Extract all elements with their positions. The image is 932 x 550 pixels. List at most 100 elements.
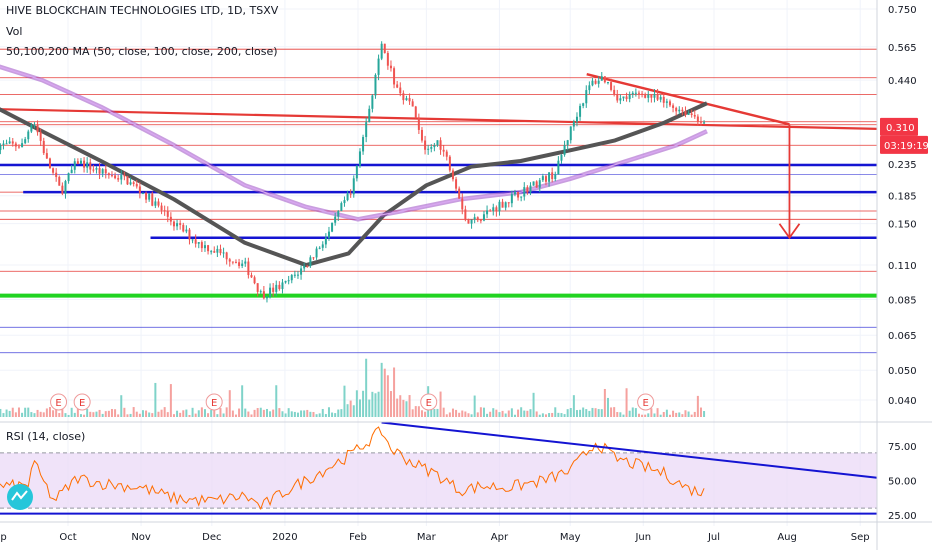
candle-body bbox=[2, 143, 5, 145]
volume-bar bbox=[445, 414, 448, 417]
time-tick-label: May bbox=[560, 532, 581, 543]
volume-bar bbox=[641, 414, 644, 417]
volume-bar bbox=[30, 412, 33, 417]
volume-bar bbox=[197, 410, 200, 417]
candle-body bbox=[352, 178, 355, 195]
volume-bar bbox=[331, 412, 334, 417]
candle-body bbox=[572, 121, 575, 127]
candle-body bbox=[659, 96, 662, 100]
volume-bar bbox=[343, 385, 346, 417]
candle-body bbox=[327, 231, 330, 238]
candle-body bbox=[259, 291, 262, 293]
volume-bar bbox=[219, 408, 222, 417]
key-resistance-line bbox=[0, 108, 878, 130]
candle-body bbox=[346, 193, 349, 201]
candle-body bbox=[355, 165, 358, 179]
candle-body bbox=[296, 274, 299, 276]
volume-bar bbox=[451, 408, 454, 417]
candle-body bbox=[396, 84, 399, 88]
price-tick-label: 0.750 bbox=[888, 5, 917, 16]
candle-body bbox=[5, 143, 8, 145]
drawing-layer[interactable] bbox=[0, 48, 878, 354]
volume-bar bbox=[355, 390, 358, 417]
candle-body bbox=[191, 239, 194, 241]
candle-body bbox=[92, 169, 95, 171]
volume-bar bbox=[699, 407, 702, 417]
time-tick-label: Jun bbox=[634, 532, 651, 543]
candle-body bbox=[380, 43, 383, 59]
candle-body bbox=[417, 117, 420, 130]
volume-bar bbox=[238, 408, 241, 417]
volume-bar bbox=[234, 414, 237, 417]
candle-body bbox=[306, 265, 309, 267]
candle-body bbox=[699, 121, 702, 123]
candle-body bbox=[402, 93, 405, 101]
candle-body bbox=[8, 141, 11, 144]
volume-bar bbox=[194, 413, 197, 417]
candle-body bbox=[290, 275, 293, 281]
volume-bar bbox=[163, 407, 166, 417]
candle-body bbox=[135, 184, 138, 187]
candle-body bbox=[281, 282, 284, 289]
candle-body bbox=[250, 275, 253, 278]
volume-bar bbox=[185, 409, 188, 417]
candle-body bbox=[504, 202, 507, 208]
price-tick-label: 0.185 bbox=[888, 192, 917, 203]
candle-body bbox=[690, 113, 693, 115]
candle-body bbox=[76, 161, 79, 164]
volume-bar bbox=[259, 407, 262, 417]
candle-body bbox=[154, 201, 157, 206]
candle-body bbox=[489, 210, 492, 212]
candle-body bbox=[253, 277, 256, 284]
volume-bar bbox=[86, 408, 89, 417]
candle-body bbox=[61, 185, 64, 194]
candle-body bbox=[241, 263, 244, 266]
volume-bar bbox=[442, 407, 445, 417]
volume-bar bbox=[439, 391, 442, 417]
volume-bar bbox=[346, 404, 349, 417]
rsi-legend: RSI (14, close) bbox=[6, 430, 86, 443]
volume-bar bbox=[464, 411, 467, 417]
earnings-marker bbox=[205, 393, 223, 411]
volume-bar bbox=[154, 382, 157, 417]
volume-layer bbox=[0, 358, 706, 417]
candle-body bbox=[591, 80, 594, 86]
candle-body bbox=[644, 94, 647, 98]
volume-bar bbox=[591, 407, 594, 417]
candle-body bbox=[318, 247, 321, 249]
volume-bar bbox=[420, 410, 423, 417]
candle-body bbox=[464, 209, 467, 220]
volume-bar bbox=[222, 413, 225, 417]
volume-bar bbox=[287, 408, 290, 417]
earnings-marker bbox=[73, 393, 91, 411]
volume-bar bbox=[575, 410, 578, 417]
volume-bar bbox=[461, 410, 464, 417]
volume-bar bbox=[8, 410, 11, 417]
volume-bar bbox=[399, 395, 402, 417]
rsi-layer bbox=[0, 421, 878, 515]
candle-body bbox=[265, 296, 268, 299]
rsi-band-fill bbox=[0, 452, 877, 509]
candle-body bbox=[389, 65, 392, 69]
volume-bar bbox=[188, 414, 191, 417]
volume-bar bbox=[603, 388, 606, 417]
candle-body bbox=[610, 82, 613, 90]
volume-bar bbox=[312, 411, 315, 417]
earnings-marker-label: E bbox=[211, 398, 217, 409]
rsi-tick-label: 75.00 bbox=[888, 442, 917, 453]
candle-body bbox=[169, 216, 172, 222]
candle-body bbox=[526, 187, 529, 193]
volume-bar bbox=[656, 408, 659, 417]
candle-body bbox=[575, 116, 578, 122]
candle-body bbox=[120, 174, 123, 180]
earnings-marker bbox=[50, 393, 68, 411]
candle-body bbox=[287, 280, 290, 282]
candle-body bbox=[470, 219, 473, 224]
time-tick-label: Nov bbox=[131, 532, 151, 543]
volume-bar bbox=[507, 410, 510, 417]
volume-bar bbox=[396, 398, 399, 417]
candle-body bbox=[210, 251, 213, 253]
